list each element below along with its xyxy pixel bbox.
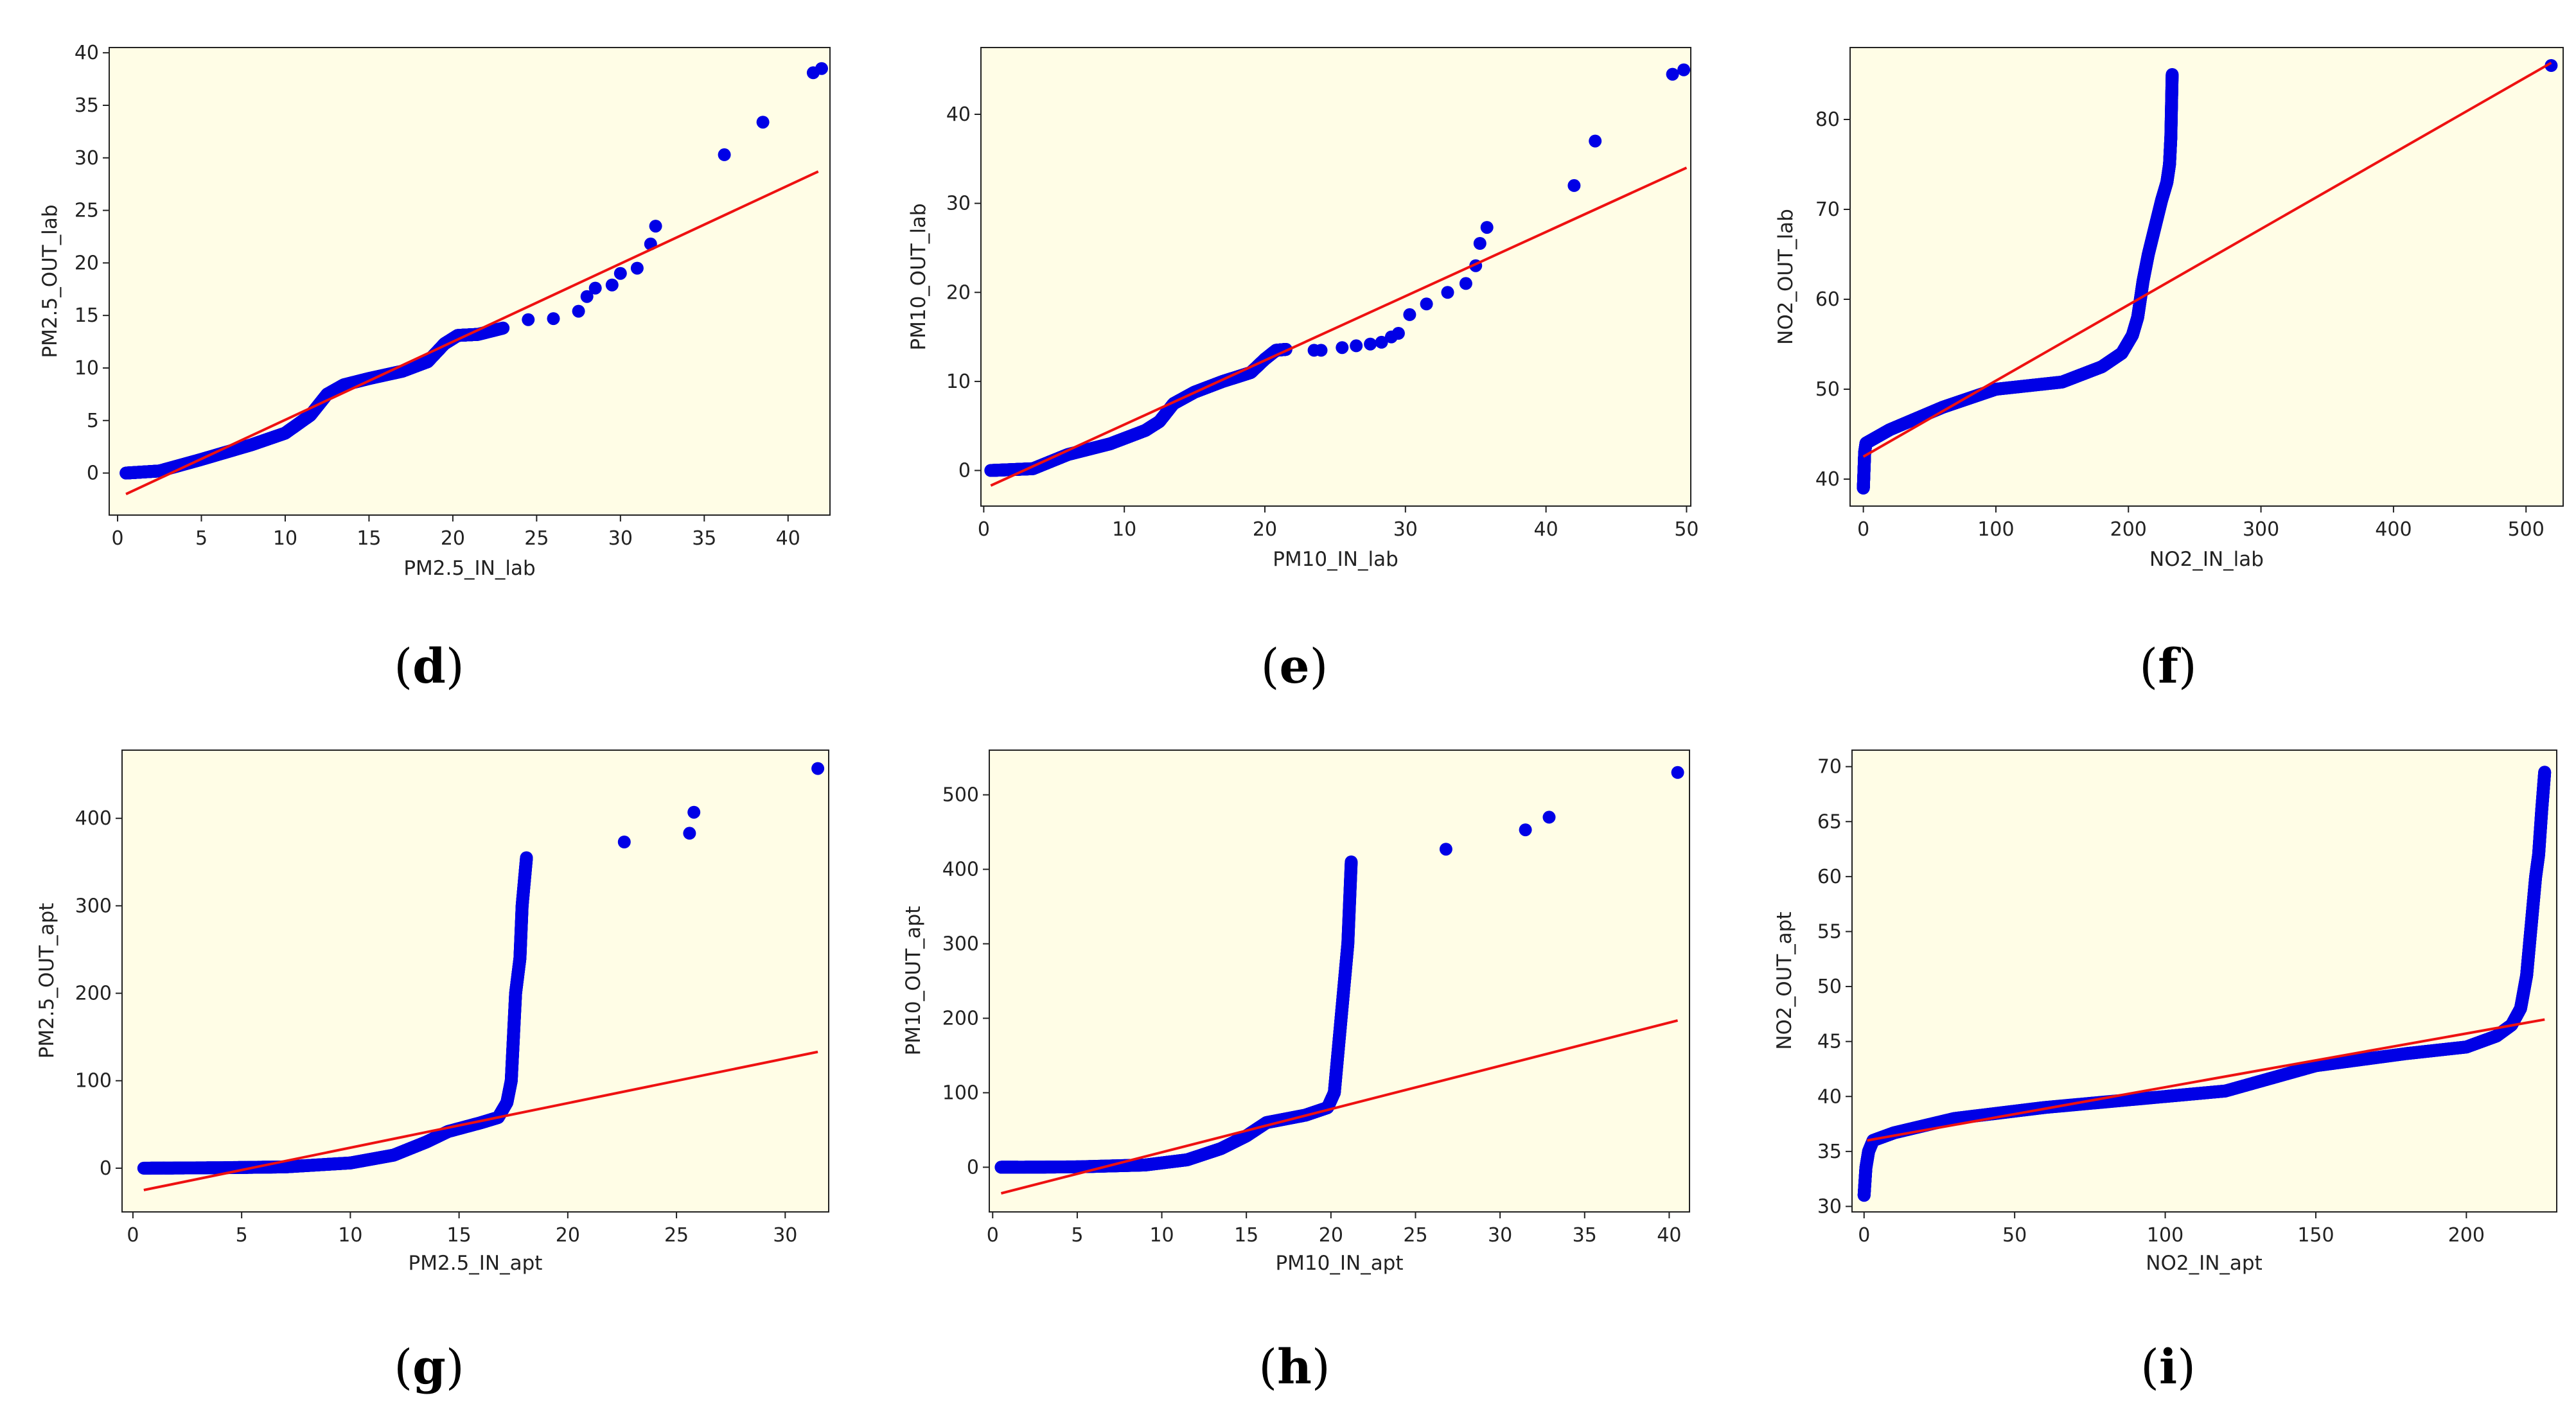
x-tick-label: 30: [608, 527, 633, 550]
fit-line: [990, 166, 1688, 487]
x-tick-label: 10: [1112, 518, 1136, 541]
data-point: [1441, 286, 1454, 299]
data-point: [580, 290, 594, 303]
x-axis-title-d: PM2.5_IN_lab: [403, 557, 535, 580]
y-tick-label: 5: [87, 410, 99, 432]
plot-area-e: [980, 47, 1691, 507]
x-tick-label: 30: [1393, 518, 1418, 541]
y-tick-label: 40: [75, 42, 99, 64]
data-point: [1364, 337, 1377, 351]
data-point: [1403, 308, 1416, 321]
panel-label-e: (e): [1261, 639, 1328, 694]
data-point: [1480, 221, 1494, 234]
y-tick-label: 0: [87, 462, 99, 485]
panel-e: 0 10 20 30 40 50 0 10 20 30 40 PM10_IN_lab PM10_OU…: [907, 47, 1699, 694]
x-axis-title-e: PM10_IN_lab: [1273, 548, 1398, 571]
data-point: [1666, 67, 1679, 81]
data-point: [1391, 327, 1405, 340]
x-tick-label: 25: [524, 527, 549, 550]
y-tick-label: 30: [75, 147, 99, 170]
data-point: [1473, 237, 1486, 250]
x-tick-label: 35: [692, 527, 716, 550]
x-tick-label: 0: [111, 527, 123, 550]
axes-d: 0 5 10 15 20 25 30 35 40 0 5 10 15 20 25 30 35 40: [75, 42, 800, 550]
points-d: [119, 62, 828, 496]
x-tick-label: 5: [195, 527, 207, 550]
data-point: [588, 281, 602, 295]
data-point: [1567, 179, 1581, 192]
data-point: [547, 312, 560, 326]
data-point: [572, 304, 585, 318]
x-tick-label: 40: [776, 527, 800, 550]
panel-letter-d: d: [412, 639, 446, 694]
data-point: [1677, 63, 1691, 76]
y-tick-label: 10: [946, 371, 971, 393]
panel-d: 0 5 10 15 20 25 30 35 40 0 5 10 15 20 25 30 35 40 PM2.5_I…: [39, 42, 831, 694]
data-point: [756, 116, 770, 129]
data-point: [1375, 335, 1388, 349]
data-point: [815, 62, 828, 75]
x-tick-label: 50: [1674, 518, 1698, 541]
data-point: [1459, 277, 1472, 290]
fit-line: [125, 170, 819, 496]
axes-e: 0 10 20 30 40 50 0 10 20 30 40: [946, 103, 1699, 541]
panel-letter-e: e: [1279, 639, 1309, 694]
data-point: [1420, 297, 1433, 311]
y-tick-label: 0: [958, 460, 971, 482]
x-tick-label: 20: [1253, 518, 1277, 541]
plot-area-d: [109, 47, 831, 516]
panel-label-d: (d): [394, 639, 464, 694]
y-tick-label: 15: [75, 304, 99, 327]
data-point: [1350, 339, 1363, 353]
data-point: [1336, 341, 1349, 355]
y-tick-label: 25: [75, 200, 99, 222]
data-point: [649, 220, 662, 233]
data-point: [1589, 134, 1602, 148]
x-tick-label: 40: [1534, 518, 1558, 541]
data-point: [1314, 344, 1328, 357]
y-tick-label: 40: [946, 103, 971, 126]
x-tick-label: 15: [357, 527, 381, 550]
y-tick-label: 20: [75, 252, 99, 274]
y-tick-label: 10: [75, 357, 99, 380]
y-axis-title-e: PM10_OUT_lab: [907, 203, 930, 350]
x-tick-label: 0: [978, 518, 990, 541]
y-axis-title-d: PM2.5_OUT_lab: [39, 204, 62, 358]
data-point: [522, 313, 535, 326]
y-tick-label: 20: [946, 281, 971, 304]
data-point: [718, 148, 731, 161]
points-e: [984, 63, 1691, 487]
x-tick-label: 10: [273, 527, 297, 550]
y-tick-label: 35: [75, 94, 99, 117]
points-f: [1857, 59, 2558, 495]
data-point: [613, 267, 627, 280]
y-tick-label: 30: [946, 193, 971, 215]
x-tick-label: 20: [441, 527, 465, 550]
data-point: [630, 261, 644, 275]
data-point: [605, 278, 619, 292]
data-point: [497, 321, 510, 335]
